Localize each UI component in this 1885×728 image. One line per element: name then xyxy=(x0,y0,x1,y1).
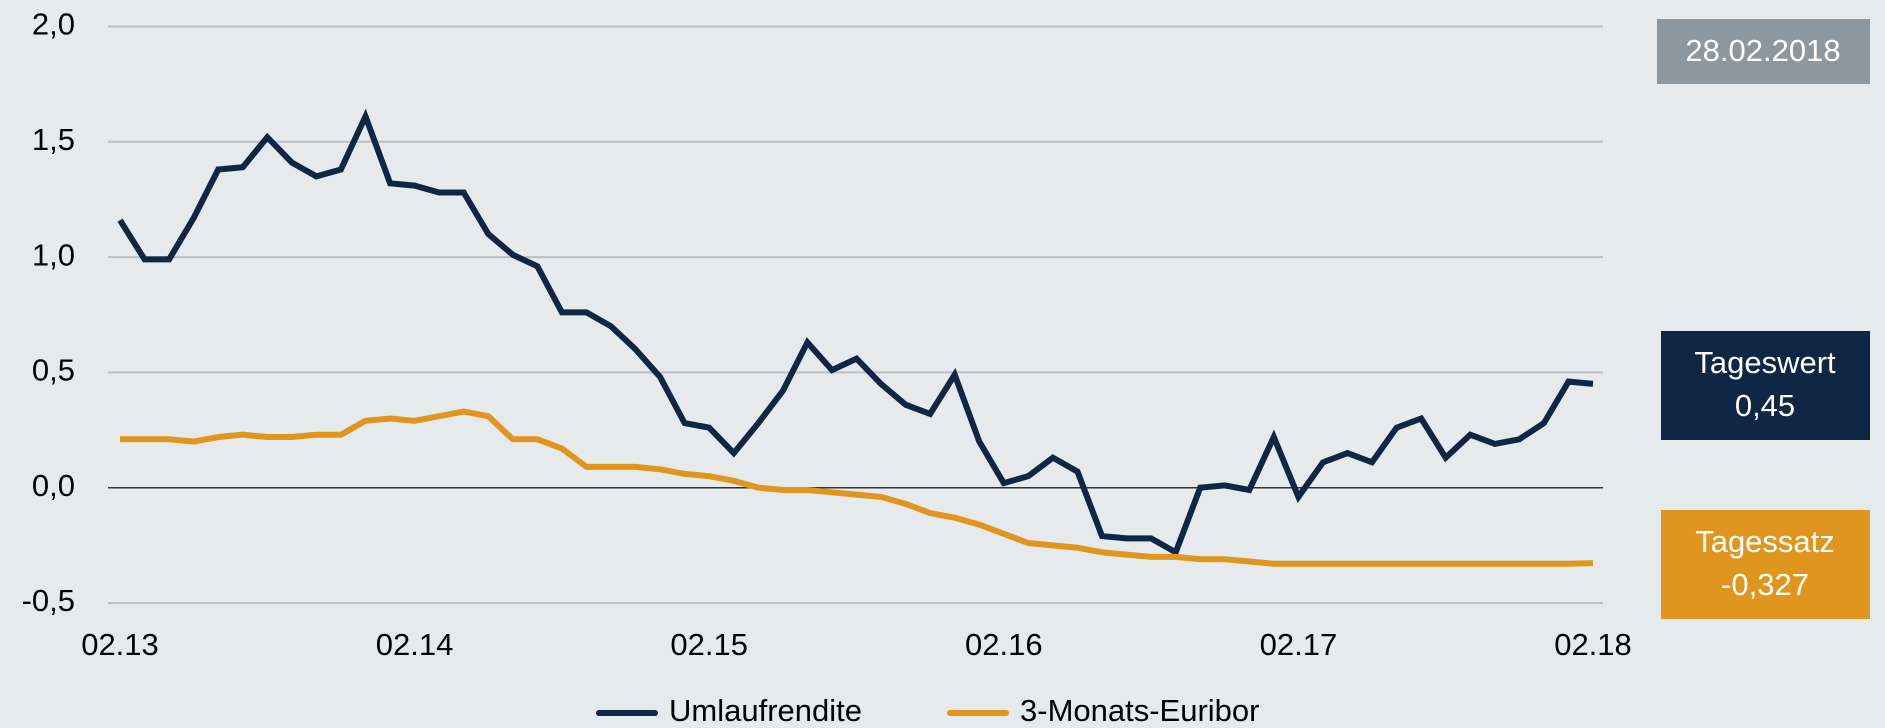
y-tick-label: 2,0 xyxy=(32,7,75,42)
y-tick-label: 1,5 xyxy=(32,122,75,157)
y-tick-label: 0,0 xyxy=(32,468,75,503)
badge-title: Tageswert xyxy=(1694,345,1836,380)
badge-title: Tagessatz xyxy=(1695,524,1835,559)
y-tick-label: 1,0 xyxy=(32,237,75,272)
x-tick-label: 02.15 xyxy=(670,627,748,662)
series-line xyxy=(120,408,1594,567)
series-line xyxy=(117,108,1594,557)
x-tick-label: 02.13 xyxy=(81,627,159,662)
y-tick-label: 0,5 xyxy=(32,353,75,388)
x-tick-label: 02.17 xyxy=(1260,627,1338,662)
x-tick-label: 02.18 xyxy=(1554,627,1632,662)
legend-label: 3-Monats-Euribor xyxy=(1020,693,1259,728)
x-tick-label: 02.16 xyxy=(965,627,1043,662)
y-tick-label: -0,5 xyxy=(22,583,75,618)
date-box xyxy=(1657,19,1870,84)
legend-label: Umlaufrendite xyxy=(669,693,862,728)
x-tick-label: 02.14 xyxy=(376,627,454,662)
badge-value: 0,45 xyxy=(1735,388,1795,423)
value-badge xyxy=(1661,331,1870,440)
value-badge xyxy=(1661,510,1870,619)
badge-value: -0,327 xyxy=(1721,567,1809,602)
date-label: 28.02.2018 xyxy=(1685,33,1840,68)
